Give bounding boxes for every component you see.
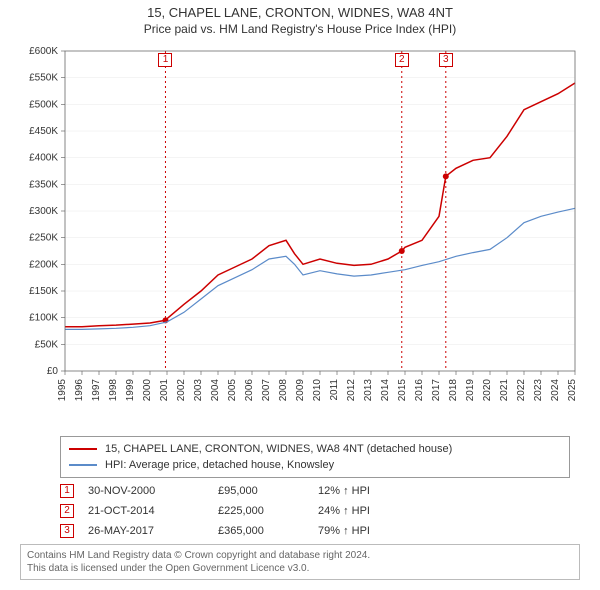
legend-swatch — [69, 464, 97, 466]
svg-text:2005: 2005 — [227, 379, 238, 402]
chart-title: 15, CHAPEL LANE, CRONTON, WIDNES, WA8 4N… — [0, 5, 600, 20]
event-marker-icon: 1 — [60, 484, 74, 498]
svg-text:2008: 2008 — [278, 379, 289, 402]
svg-text:1999: 1999 — [125, 379, 136, 402]
svg-text:2018: 2018 — [448, 379, 459, 402]
event-marker-icon: 2 — [60, 504, 74, 518]
event-date: 26-MAY-2017 — [88, 525, 218, 537]
event-date: 21-OCT-2014 — [88, 505, 218, 517]
svg-text:2004: 2004 — [210, 379, 221, 402]
event-marker-icon: 3 — [60, 524, 74, 538]
svg-text:2015: 2015 — [397, 379, 408, 402]
legend-item: 15, CHAPEL LANE, CRONTON, WIDNES, WA8 4N… — [69, 441, 561, 457]
event-row: 3 26-MAY-2017 £365,000 79% ↑ HPI — [60, 524, 570, 538]
svg-text:£500K: £500K — [29, 99, 58, 110]
svg-text:2025: 2025 — [567, 379, 578, 402]
svg-text:2000: 2000 — [142, 379, 153, 402]
event-price: £225,000 — [218, 505, 318, 517]
chart-marker-icon: 1 — [158, 53, 172, 67]
svg-text:2017: 2017 — [431, 379, 442, 402]
svg-text:2021: 2021 — [499, 379, 510, 402]
footer-attribution: Contains HM Land Registry data © Crown c… — [20, 544, 580, 580]
svg-text:2007: 2007 — [261, 379, 272, 402]
event-diff: 24% ↑ HPI — [318, 505, 370, 517]
chart-area: £0 £50K £100K £150K £200K £250K £300K £350K £400… — [10, 41, 590, 431]
svg-text:2022: 2022 — [516, 379, 527, 402]
svg-text:£400K: £400K — [29, 153, 58, 164]
event-price: £365,000 — [218, 525, 318, 537]
svg-text:£100K: £100K — [29, 313, 58, 324]
event-price: £95,000 — [218, 485, 318, 497]
svg-text:£450K: £450K — [29, 126, 58, 137]
svg-text:£50K: £50K — [35, 339, 59, 350]
svg-text:£350K: £350K — [29, 179, 58, 190]
legend-item: HPI: Average price, detached house, Know… — [69, 457, 561, 473]
svg-text:1996: 1996 — [74, 379, 85, 402]
svg-text:£250K: £250K — [29, 233, 58, 244]
legend-swatch — [69, 448, 97, 450]
chart-marker-icon: 2 — [395, 53, 409, 67]
events-table: 1 30-NOV-2000 £95,000 12% ↑ HPI 2 21-OCT… — [60, 484, 570, 538]
svg-text:2010: 2010 — [312, 379, 323, 402]
legend-label: HPI: Average price, detached house, Know… — [105, 457, 334, 473]
event-row: 1 30-NOV-2000 £95,000 12% ↑ HPI — [60, 484, 570, 498]
event-diff: 12% ↑ HPI — [318, 485, 370, 497]
svg-text:2006: 2006 — [244, 379, 255, 402]
svg-text:2002: 2002 — [176, 379, 187, 402]
event-row: 2 21-OCT-2014 £225,000 24% ↑ HPI — [60, 504, 570, 518]
svg-text:2003: 2003 — [193, 379, 204, 402]
svg-text:2024: 2024 — [550, 379, 561, 402]
svg-text:2023: 2023 — [533, 379, 544, 402]
svg-text:1995: 1995 — [57, 379, 68, 402]
footer-line: This data is licensed under the Open Gov… — [27, 562, 573, 575]
svg-text:2001: 2001 — [159, 379, 170, 402]
svg-text:£200K: £200K — [29, 259, 58, 270]
legend-label: 15, CHAPEL LANE, CRONTON, WIDNES, WA8 4N… — [105, 441, 452, 457]
svg-text:2020: 2020 — [482, 379, 493, 402]
chart-marker-icon: 3 — [439, 53, 453, 67]
svg-text:2019: 2019 — [465, 379, 476, 402]
svg-text:£300K: £300K — [29, 206, 58, 217]
legend: 15, CHAPEL LANE, CRONTON, WIDNES, WA8 4N… — [60, 436, 570, 478]
line-chart: £0 £50K £100K £150K £200K £250K £300K £350K £400… — [10, 41, 590, 431]
event-diff: 79% ↑ HPI — [318, 525, 370, 537]
footer-line: Contains HM Land Registry data © Crown c… — [27, 549, 573, 562]
svg-text:£0: £0 — [47, 366, 59, 377]
svg-text:2009: 2009 — [295, 379, 306, 402]
svg-text:£550K: £550K — [29, 73, 58, 84]
chart-subtitle: Price paid vs. HM Land Registry's House … — [0, 22, 600, 36]
svg-text:1998: 1998 — [108, 379, 119, 402]
svg-text:2011: 2011 — [329, 379, 340, 401]
svg-text:2013: 2013 — [363, 379, 374, 402]
event-date: 30-NOV-2000 — [88, 485, 218, 497]
svg-text:2014: 2014 — [380, 379, 391, 402]
svg-text:2012: 2012 — [346, 379, 357, 402]
svg-text:£150K: £150K — [29, 286, 58, 297]
svg-text:1997: 1997 — [91, 379, 102, 402]
svg-text:£600K: £600K — [29, 46, 58, 57]
svg-text:2016: 2016 — [414, 379, 425, 402]
